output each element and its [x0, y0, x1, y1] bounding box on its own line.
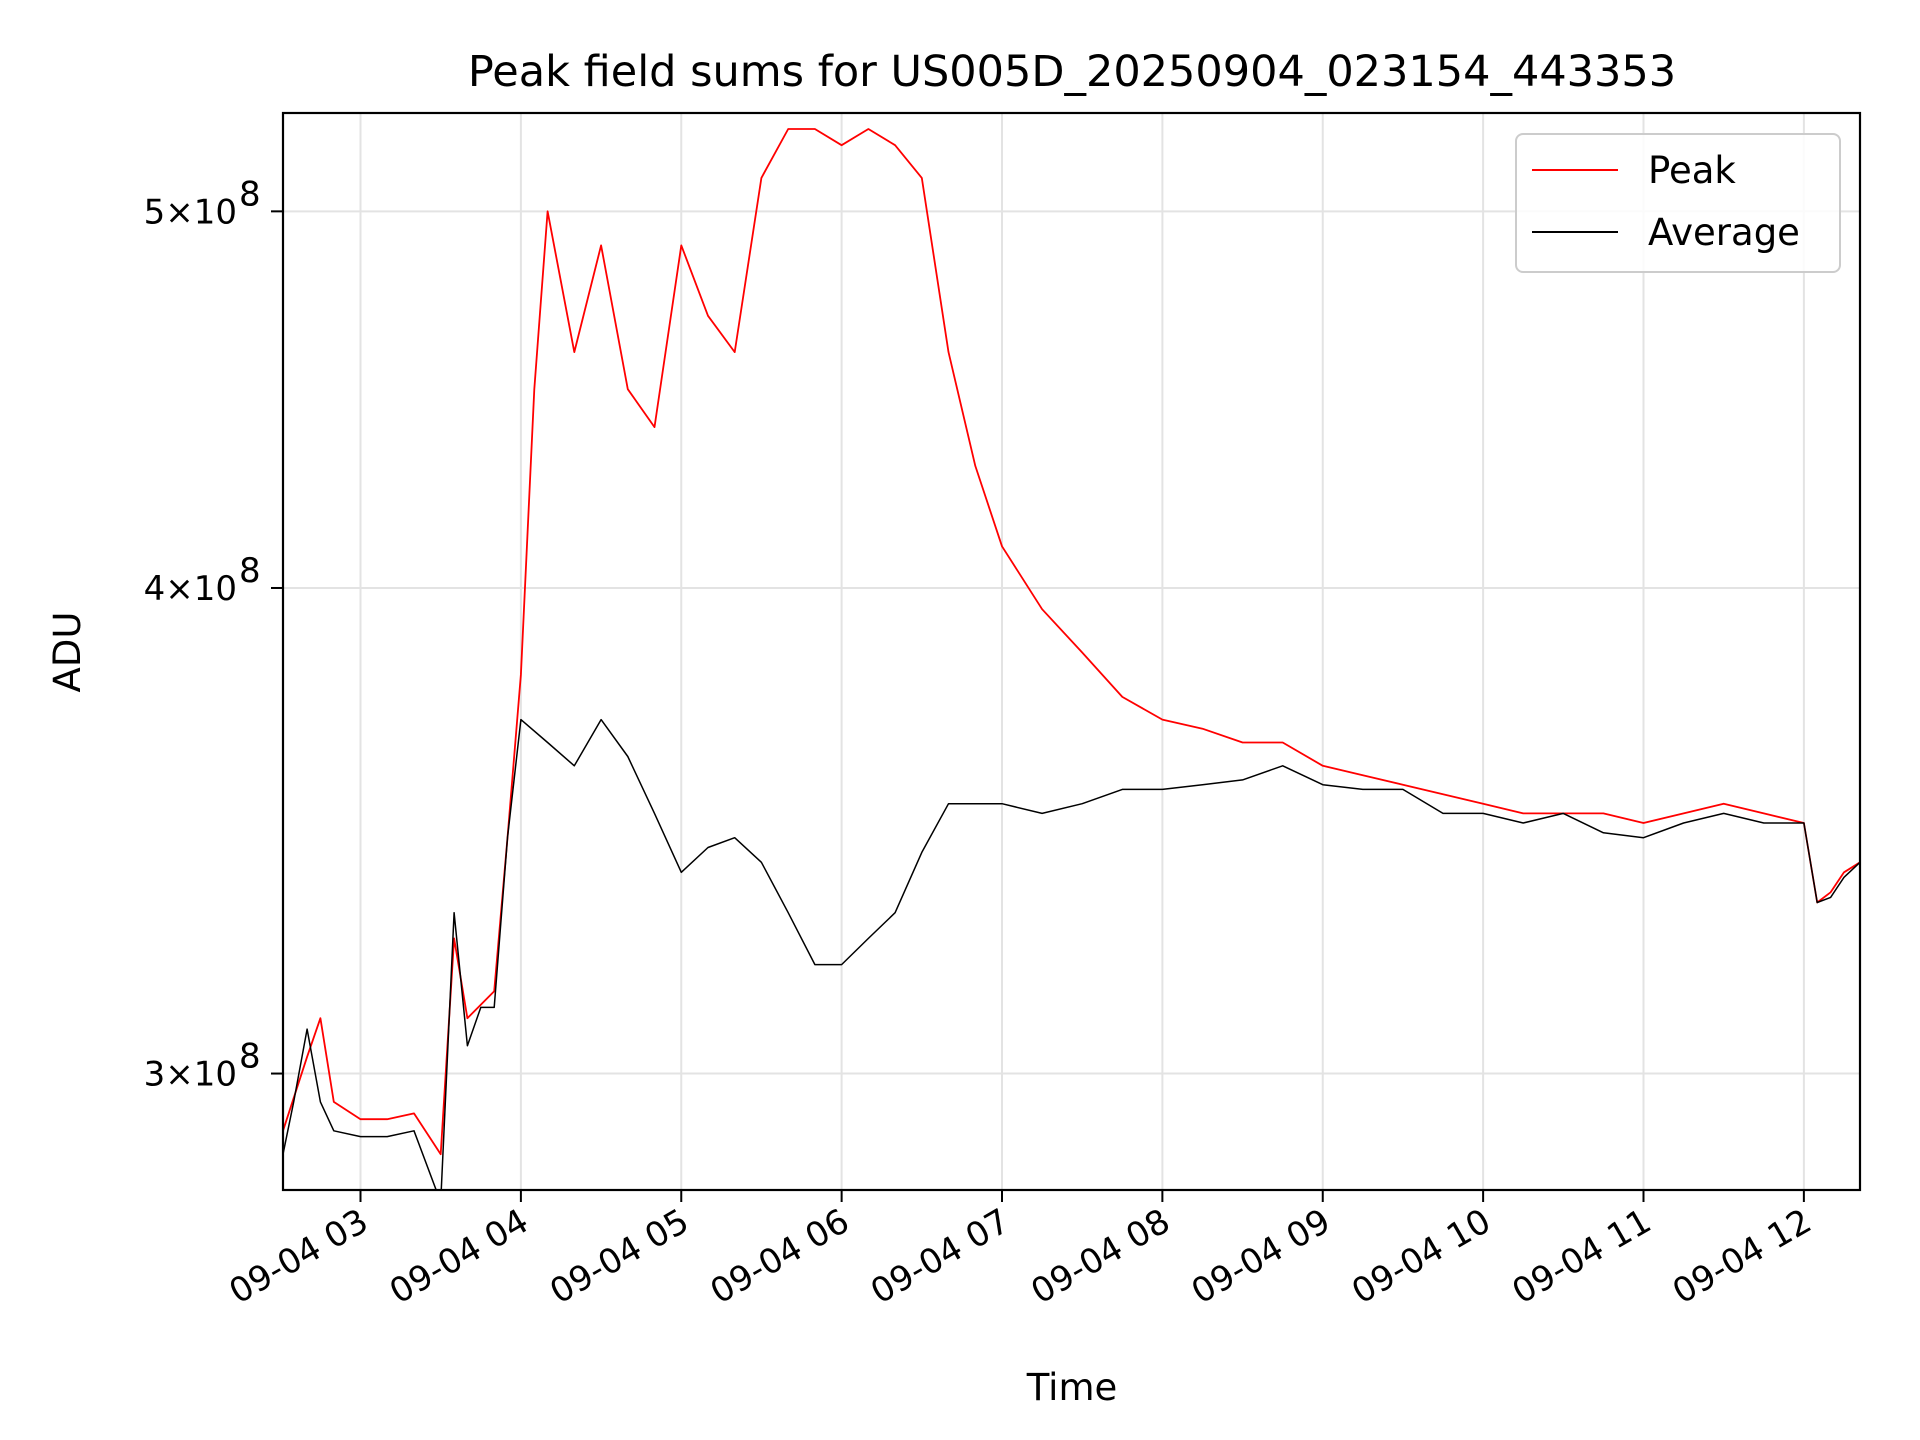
grid — [283, 113, 1860, 1190]
legend-peak-label: Peak — [1648, 149, 1736, 192]
plot-frame — [281, 111, 1862, 1192]
y-axis: 3×10 84×10 85×10 8 — [144, 174, 283, 1095]
y-tick-label: 3×10 — [144, 1055, 237, 1095]
y-tick-exponent: 8 — [239, 551, 261, 591]
legend: Peak Average — [1515, 133, 1841, 273]
y-tick-label: 4×10 — [144, 569, 237, 609]
plot-area — [283, 128, 1860, 1190]
legend-average-label: Average — [1648, 211, 1800, 254]
chart-title: Peak field sums for US005D_20250904_0231… — [468, 47, 1676, 97]
series-line-average — [283, 718, 1860, 1190]
y-tick-exponent: 8 — [239, 1037, 261, 1077]
x-axis-label: Time — [1026, 1366, 1118, 1409]
legend-box — [1515, 133, 1841, 273]
y-tick-exponent: 8 — [239, 174, 261, 214]
y-axis-label: ADU — [46, 612, 89, 693]
series-line-peak — [283, 128, 1860, 1156]
y-tick-label: 5×10 — [144, 192, 237, 232]
